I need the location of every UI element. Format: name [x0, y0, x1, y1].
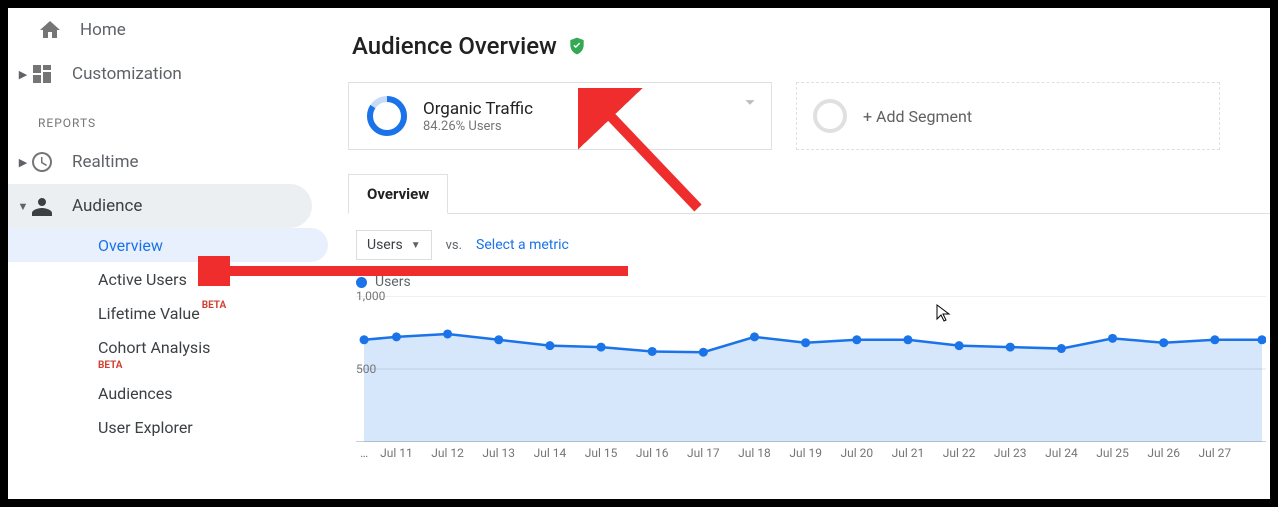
x-tick-label: Jul 25: [1096, 446, 1129, 460]
y-tick-500: 500: [356, 362, 376, 376]
caret-down-icon: ▼: [16, 200, 30, 213]
x-tick-label: Jul 22: [943, 446, 976, 460]
subnav-user-explorer[interactable]: User Explorer: [98, 410, 328, 444]
x-tick-label: Jul 15: [585, 446, 618, 460]
nav-audience[interactable]: ▼ Audience: [8, 184, 312, 228]
chart-plot: [356, 296, 1266, 442]
segment-subtitle: 84.26% Users: [423, 119, 533, 134]
caret-icon: ▶: [16, 68, 30, 81]
dashboard-icon: [30, 62, 54, 86]
x-tick-label: Jul 17: [687, 446, 720, 460]
x-tick-label: Jul 20: [840, 446, 873, 460]
tab-overview-label: Overview: [367, 185, 429, 203]
subnav-audiences[interactable]: Audiences: [98, 376, 328, 410]
x-axis: Jul 11 Jul 12 Jul 13 Jul 14 Jul 15 Jul 16 Jul …: [356, 446, 1266, 466]
chevron-down-icon: [739, 91, 761, 113]
y-tick-1000: 1,000: [356, 289, 385, 303]
add-segment-label: + Add Segment: [863, 107, 972, 126]
x-tick-label: Jul 26: [1147, 446, 1180, 460]
segment-title: Organic Traffic: [423, 99, 533, 119]
x-tick-label: Jul 16: [636, 446, 669, 460]
subnav-active-users-label: Active Users: [98, 270, 187, 289]
legend-series-label: Users: [375, 274, 411, 290]
users-chart: 1,000 500 Jul 11Jul 12Jul 13Jul 14Jul 15…: [356, 296, 1266, 466]
clock-icon: [30, 150, 54, 174]
add-segment-card[interactable]: + Add Segment: [796, 82, 1220, 150]
x-tick-label: Jul 19: [789, 446, 822, 460]
subnav-cohort-label: Cohort Analysis: [98, 338, 210, 357]
segment-bar: Organic Traffic 84.26% Users + Add Segme…: [348, 82, 1270, 150]
nav-customization-label: Customization: [72, 64, 182, 84]
subnav-lifetime-value[interactable]: Lifetime Value BETA: [98, 296, 328, 330]
person-icon: [30, 194, 54, 218]
metric-dropdown-label: Users: [367, 237, 403, 253]
main-content: Audience Overview Organic Traffic 84.26%…: [348, 8, 1270, 499]
dropdown-arrow-icon: ▼: [411, 240, 421, 251]
subnav-lifetime-value-label: Lifetime Value: [98, 304, 200, 323]
empty-ring-icon: [813, 99, 847, 133]
subnav-overview-label: Overview: [98, 236, 163, 255]
x-tick-label: Jul 18: [738, 446, 771, 460]
metric-dropdown[interactable]: Users ▼: [356, 230, 432, 260]
home-icon: [38, 18, 62, 42]
segment-texts: Organic Traffic 84.26% Users: [423, 99, 533, 134]
x-tick-label: Jul 27: [1199, 446, 1232, 460]
subnav-active-users[interactable]: Active Users: [98, 262, 328, 296]
subnav-overview[interactable]: Overview: [8, 228, 328, 262]
app-frame: Home ▶ Customization REPORTS ▶ Realtime …: [8, 8, 1270, 499]
chart-legend: Users: [348, 268, 1270, 290]
beta-badge: BETA: [98, 360, 328, 372]
x-tick-ellipsis: …: [360, 446, 368, 460]
beta-badge: BETA: [202, 300, 227, 311]
audience-submenu: Overview Active Users Lifetime Value BET…: [8, 228, 328, 444]
x-tick-label: Jul 21: [892, 446, 925, 460]
nav-home-label: Home: [80, 20, 126, 40]
sidebar-reports-header: REPORTS: [8, 96, 328, 140]
x-tick-label: Jul 14: [534, 446, 567, 460]
subnav-cohort[interactable]: Cohort Analysis: [98, 330, 328, 364]
x-tick-label: Jul 11: [380, 446, 413, 460]
page-title-row: Audience Overview: [348, 8, 1270, 78]
x-tick-label: Jul 12: [431, 446, 464, 460]
nav-realtime-label: Realtime: [72, 152, 139, 172]
tabs: Overview: [348, 174, 1270, 214]
select-metric-link[interactable]: Select a metric: [476, 237, 569, 253]
x-tick-label: Jul 24: [1045, 446, 1078, 460]
x-tick-label: Jul 23: [994, 446, 1027, 460]
sidebar: Home ▶ Customization REPORTS ▶ Realtime …: [8, 8, 328, 499]
chart-toolbar: Users ▼ vs. Select a metric: [348, 214, 1270, 268]
cursor-icon: [936, 304, 952, 326]
x-tick-label: Jul 13: [482, 446, 515, 460]
nav-realtime[interactable]: ▶ Realtime: [8, 140, 328, 184]
nav-home[interactable]: Home: [8, 8, 328, 52]
legend-dot-icon: [356, 277, 367, 288]
nav-audience-label: Audience: [72, 196, 142, 216]
page-title: Audience Overview: [352, 32, 557, 60]
vs-text: vs.: [446, 238, 462, 253]
segment-card[interactable]: Organic Traffic 84.26% Users: [348, 82, 772, 150]
segment-donut-icon: [365, 94, 409, 138]
verified-shield-icon: [567, 36, 587, 56]
tab-overview[interactable]: Overview: [348, 174, 448, 214]
nav-customization[interactable]: ▶ Customization: [8, 52, 328, 96]
subnav-audiences-label: Audiences: [98, 384, 173, 403]
caret-icon: ▶: [16, 156, 30, 169]
subnav-user-explorer-label: User Explorer: [98, 418, 193, 437]
